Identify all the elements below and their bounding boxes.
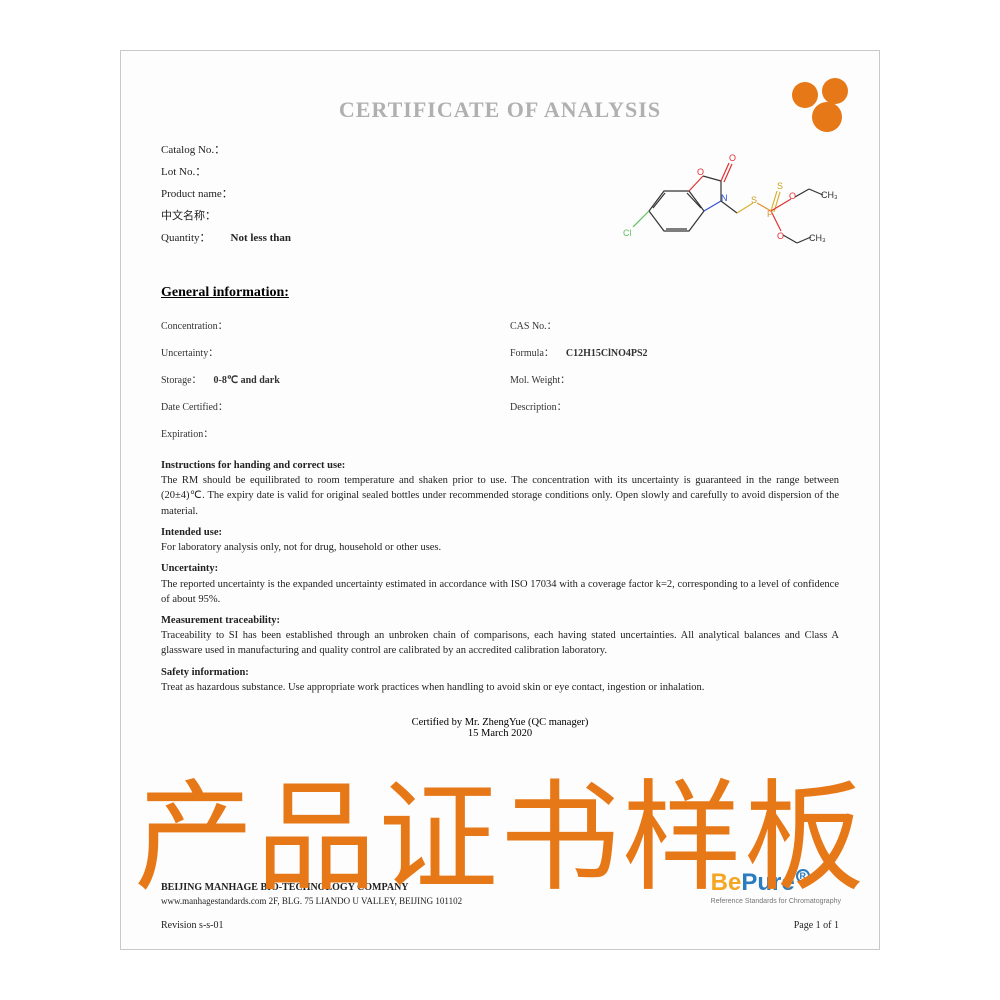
field-label: Product name： (161, 185, 233, 201)
info-label: Expiration： (161, 425, 213, 440)
info-value: 0-8℃ and dark (214, 375, 280, 386)
info-row (510, 425, 839, 440)
info-row: Mol. Weight： (510, 371, 839, 386)
certificate-page: CERTIFICATE OF ANALYSIS Catalog No.： Lot… (120, 50, 880, 950)
page-title: CERTIFICATE OF ANALYSIS (161, 97, 839, 123)
certified-by: Certified by Mr. ZhengYue (QC manager) (161, 717, 839, 728)
field-label: Quantity： (161, 229, 211, 245)
info-label: Uncertainty： (161, 344, 218, 359)
registered-icon: R (796, 869, 810, 883)
info-row: Storage： 0-8℃ and dark (161, 371, 490, 386)
page-number: Page 1 of 1 (794, 920, 839, 931)
info-row: Uncertainty： (161, 344, 490, 359)
header-fields: Catalog No.： Lot No.： Product name： 中文名称… (161, 141, 609, 271)
traceability-text: Traceability to SI has been established … (161, 630, 839, 656)
field-row: Product name： (161, 185, 609, 201)
revision-label: Revision s-s-01 (161, 920, 224, 931)
intended-text: For laboratory analysis only, not for dr… (161, 542, 441, 553)
info-row: Formula： C12H15ClNO4PS2 (510, 344, 839, 359)
svg-text:O: O (777, 231, 784, 241)
section-heading: General information: (161, 285, 839, 301)
instructions-text: The RM should be equilibrated to room te… (161, 475, 839, 516)
field-label: Catalog No.： (161, 141, 225, 157)
svg-text:CH₃: CH₃ (809, 233, 826, 243)
info-row: CAS No.： (510, 317, 839, 332)
svg-text:Cl: Cl (623, 228, 632, 238)
field-row: 中文名称： (161, 207, 609, 223)
certified-date: 15 March 2020 (161, 728, 839, 739)
certified-block: Certified by Mr. ZhengYue (QC manager) 1… (161, 717, 839, 739)
svg-text:S: S (777, 181, 783, 191)
info-row: Date Certified： (161, 398, 490, 413)
info-label: Description： (510, 398, 567, 413)
info-row: Description： (510, 398, 839, 413)
svg-text:CH₃: CH₃ (821, 190, 838, 200)
company-address: www.manhagestandards.com 2F, BLG. 75 LIA… (161, 896, 839, 906)
header-block: Catalog No.： Lot No.： Product name： 中文名称… (161, 141, 839, 271)
instructions-heading: Instructions for handing and correct use… (161, 458, 839, 473)
body-text: Instructions for handing and correct use… (161, 458, 839, 695)
field-row: Lot No.： (161, 163, 609, 179)
info-row: Concentration： (161, 317, 490, 332)
svg-text:O: O (729, 153, 736, 163)
info-row: Expiration： (161, 425, 490, 440)
intended-heading: Intended use: (161, 525, 839, 540)
info-label: Mol. Weight： (510, 371, 570, 386)
field-label: 中文名称： (161, 207, 216, 223)
safety-heading: Safety information: (161, 665, 839, 680)
info-label: Formula： (510, 344, 554, 359)
safety-text: Treat as hazardous substance. Use approp… (161, 682, 704, 693)
uncertainty-text: The reported uncertainty is the expanded… (161, 579, 839, 605)
brand-dots-icon (777, 73, 857, 133)
svg-text:N: N (721, 193, 728, 203)
traceability-heading: Measurement traceability: (161, 613, 839, 628)
info-value: C12H15ClNO4PS2 (566, 348, 648, 359)
molecule-structure-icon: Cl O O N S S P O O CH₃ CH₃ (609, 141, 839, 271)
info-label: Date Certified： (161, 398, 228, 413)
field-row: Quantity： Not less than (161, 229, 609, 245)
info-label: Storage： (161, 371, 202, 386)
uncertainty-heading: Uncertainty: (161, 561, 839, 576)
svg-text:S: S (751, 195, 757, 205)
field-label: Lot No.： (161, 163, 206, 179)
footer: BEIJING MANHAGE BIO-TECHNOLOGY COMPANY w… (161, 882, 839, 931)
info-label: Concentration： (161, 317, 228, 332)
field-row: Catalog No.： (161, 141, 609, 157)
info-label: CAS No.： (510, 317, 557, 332)
info-grid: Concentration： CAS No.： Uncertainty： For… (161, 317, 839, 440)
company-name: BEIJING MANHAGE BIO-TECHNOLOGY COMPANY (161, 882, 839, 893)
field-value: Not less than (231, 232, 292, 244)
svg-text:P: P (767, 209, 773, 219)
svg-text:O: O (697, 167, 704, 177)
svg-text:O: O (789, 191, 796, 201)
